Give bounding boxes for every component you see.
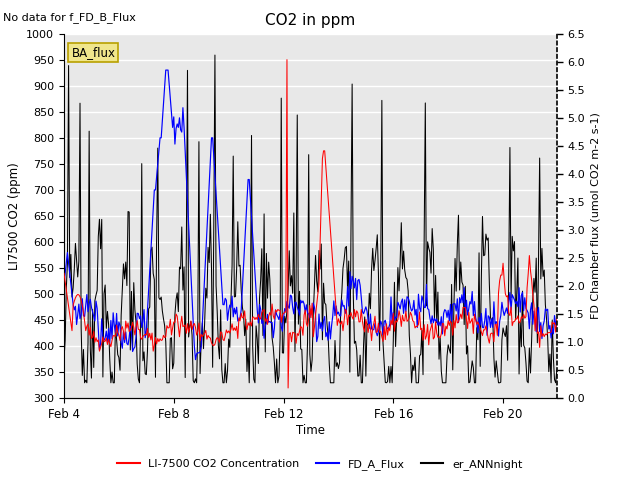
- LI-7500 CO2 Concentration: [553, 316, 561, 322]
- LI-7500 CO2 Concentration: [284, 385, 292, 391]
- FD_A_Flux: [404, 295, 412, 300]
- er_ANNnight: [81, 380, 88, 385]
- er_ANNnight: [442, 380, 450, 385]
- er_ANNnight: [514, 255, 522, 261]
- FD_A_Flux: [191, 357, 199, 362]
- FD_A_Flux: [553, 324, 561, 330]
- LI-7500 CO2 Concentration: [514, 313, 522, 319]
- Text: No data for f_FD_B_Flux: No data for f_FD_B_Flux: [3, 12, 136, 23]
- FD_A_Flux: [98, 316, 106, 322]
- LI-7500 CO2 Concentration: [442, 323, 450, 329]
- Line: er_ANNnight: er_ANNnight: [64, 55, 557, 383]
- Line: LI-7500 CO2 Concentration: LI-7500 CO2 Concentration: [64, 60, 557, 388]
- Y-axis label: LI7500 CO2 (ppm): LI7500 CO2 (ppm): [8, 162, 20, 270]
- FD_A_Flux: [442, 308, 450, 313]
- Y-axis label: FD Chamber flux (umol CO2 m-2 s-1): FD Chamber flux (umol CO2 m-2 s-1): [591, 113, 600, 319]
- LI-7500 CO2 Concentration: [348, 314, 356, 320]
- er_ANNnight: [60, 356, 68, 362]
- FD_A_Flux: [348, 273, 356, 279]
- Legend: LI-7500 CO2 Concentration, FD_A_Flux, er_ANNnight: LI-7500 CO2 Concentration, FD_A_Flux, er…: [113, 455, 527, 474]
- er_ANNnight: [99, 374, 107, 380]
- er_ANNnight: [404, 288, 412, 294]
- FD_A_Flux: [452, 308, 460, 314]
- Text: BA_flux: BA_flux: [72, 47, 115, 60]
- LI-7500 CO2 Concentration: [404, 317, 412, 323]
- FD_A_Flux: [162, 67, 170, 73]
- LI-7500 CO2 Concentration: [60, 270, 68, 276]
- Title: CO2 in ppm: CO2 in ppm: [265, 13, 356, 28]
- FD_A_Flux: [514, 304, 522, 310]
- LI-7500 CO2 Concentration: [283, 57, 291, 62]
- er_ANNnight: [553, 367, 561, 373]
- er_ANNnight: [348, 81, 356, 87]
- er_ANNnight: [452, 288, 460, 294]
- LI-7500 CO2 Concentration: [98, 340, 106, 346]
- LI-7500 CO2 Concentration: [452, 312, 460, 317]
- Line: FD_A_Flux: FD_A_Flux: [64, 70, 557, 360]
- X-axis label: Time: Time: [296, 424, 325, 437]
- FD_A_Flux: [60, 281, 68, 287]
- er_ANNnight: [211, 52, 219, 58]
